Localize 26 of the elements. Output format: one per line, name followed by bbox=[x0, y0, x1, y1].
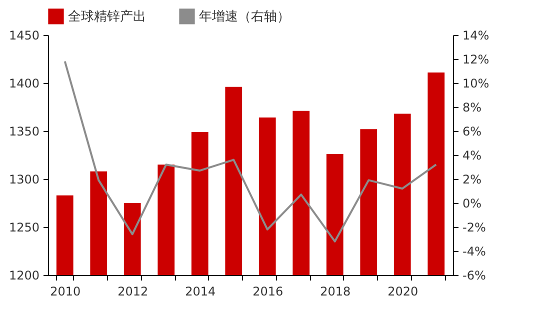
y2-tick-label: 10% bbox=[462, 76, 490, 90]
line-series bbox=[64, 60, 438, 242]
y-tick-label: 1450 bbox=[8, 28, 40, 42]
y2-tick-label: 2% bbox=[462, 172, 482, 186]
x-tick-label: 2018 bbox=[320, 284, 351, 298]
x-tick-label: 2020 bbox=[388, 284, 418, 298]
y2-tick-label: -4% bbox=[462, 244, 486, 258]
x-tick-label: 2010 bbox=[50, 284, 81, 298]
y2-tick-label: 6% bbox=[462, 124, 482, 138]
x-tick-label: 2012 bbox=[118, 284, 148, 298]
x-tick-label: 2016 bbox=[252, 284, 284, 298]
y-tick-label: 1250 bbox=[8, 220, 40, 234]
y-tick-label: 1400 bbox=[8, 76, 40, 90]
y-tick-label: 1300 bbox=[8, 172, 40, 186]
x-tick-label: 2014 bbox=[185, 284, 216, 298]
y2-tick-label: 14% bbox=[462, 28, 490, 42]
legend-label: 年增速（右轴） bbox=[199, 9, 290, 24]
y2-tick-label: 8% bbox=[462, 100, 482, 114]
y2-tick-label: -6% bbox=[462, 268, 486, 282]
y2-tick-label: 0% bbox=[462, 196, 482, 210]
y-tick-label: 1350 bbox=[8, 124, 40, 138]
y2-tick-label: 4% bbox=[462, 148, 482, 162]
legend-label: 全球精锌产出 bbox=[68, 9, 146, 24]
y-tick-label: 1200 bbox=[8, 268, 40, 282]
y2-tick-label: -2% bbox=[462, 220, 486, 234]
y2-tick-label: 12% bbox=[462, 52, 490, 66]
